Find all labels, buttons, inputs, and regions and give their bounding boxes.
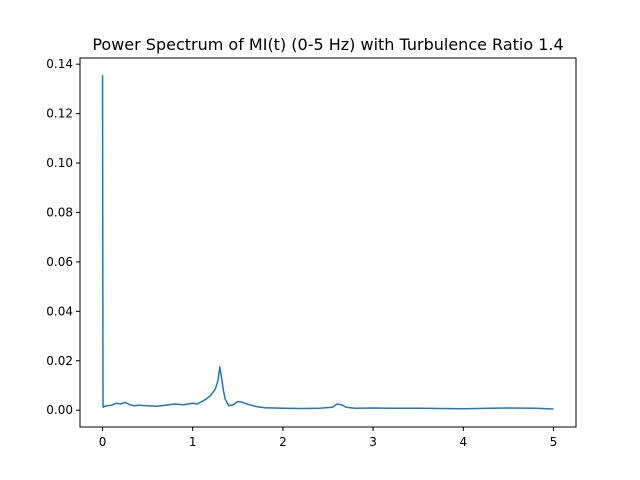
x-axis: 0 1 2 3 4 5: [99, 427, 558, 449]
y-tick-label: 0.12: [46, 107, 73, 121]
x-tick-label: 5: [550, 435, 558, 449]
x-tick-label: 0: [99, 435, 107, 449]
series-line-0: [101, 75, 554, 410]
x-tick-label: 3: [369, 435, 377, 449]
x-tick-label: 4: [459, 435, 467, 449]
x-tick-label: 1: [189, 435, 197, 449]
y-tick-label: 0.00: [46, 403, 73, 417]
y-tick-label: 0.04: [46, 304, 73, 318]
plot-area: [101, 75, 554, 410]
y-tick-label: 0.10: [46, 156, 73, 170]
axes-frame: [79, 57, 577, 428]
y-axis: 0.00 0.02 0.04 0.06 0.08 0.10 0.12 0.14: [46, 57, 80, 417]
y-tick-label: 0.14: [46, 57, 73, 71]
y-tick-label: 0.08: [46, 205, 73, 219]
y-tick-label: 0.02: [46, 354, 73, 368]
y-tick-label: 0.06: [46, 255, 73, 269]
x-tick-label: 2: [279, 435, 287, 449]
chart-title: Power Spectrum of MI(t) (0-5 Hz) with Tu…: [92, 35, 563, 54]
